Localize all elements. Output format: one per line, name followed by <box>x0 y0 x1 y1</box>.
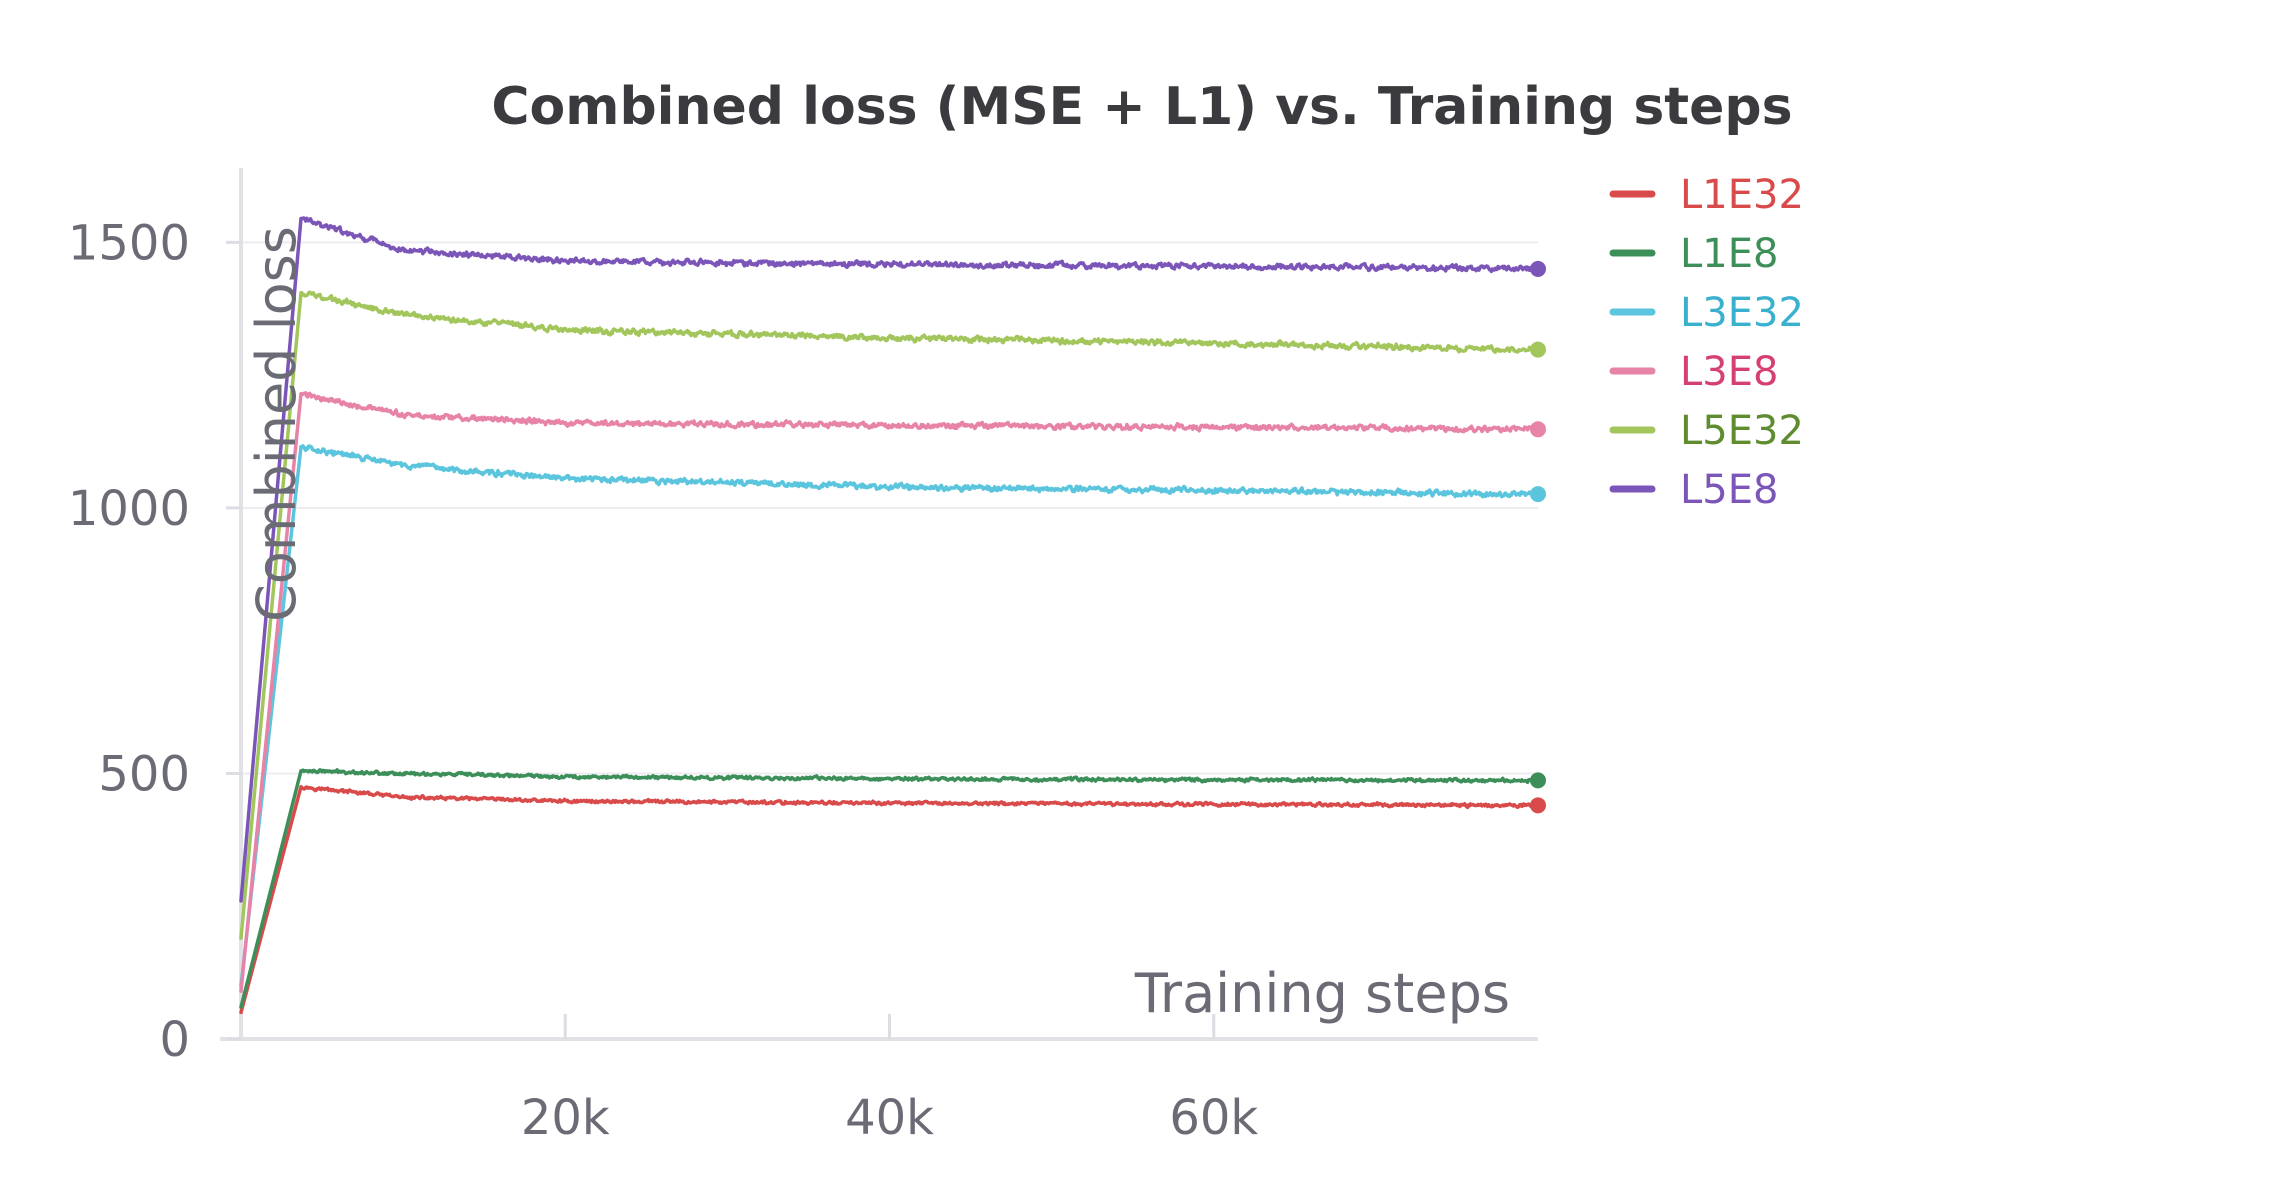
series-line-l5e32 <box>239 290 1540 940</box>
grid-lines <box>241 241 1538 775</box>
series-end-point-l5e8 <box>1530 260 1546 277</box>
y-tick-label-3: 1500 <box>68 215 190 271</box>
legend-label-l3e32: L3E32 <box>1680 290 1804 336</box>
series-end-point-l5e32 <box>1530 341 1546 358</box>
legend-label-l3e8: L3E8 <box>1680 349 1778 395</box>
axes <box>220 168 1538 1041</box>
series-end-point-l3e32 <box>1530 486 1546 503</box>
series-line-l1e8 <box>239 768 1540 1009</box>
x-tick-label-2: 60k <box>1169 1090 1258 1146</box>
y-axis-label: Combined loss <box>245 226 308 622</box>
series-end-point-l1e8 <box>1530 772 1546 789</box>
y-tick-label-0: 0 <box>159 1012 190 1068</box>
legend-label-l1e8: L1E8 <box>1680 231 1778 277</box>
chart-title: Combined loss (MSE + L1) vs. Training st… <box>491 77 1792 137</box>
legend-label-l5e32: L5E32 <box>1680 408 1804 454</box>
y-tick-label-2: 1000 <box>68 481 190 537</box>
series-line-l1e32 <box>239 784 1540 1015</box>
x-tick-label-1: 40k <box>845 1090 934 1146</box>
legend: L1E32 L1E8 L3E32 L3E8 L5E32 L5E8 <box>1609 172 1804 513</box>
x-axis-ticks: 20k 40k 60k <box>521 1014 1258 1146</box>
x-tick-label-0: 20k <box>521 1090 610 1146</box>
legend-label-l1e32: L1E32 <box>1680 172 1804 218</box>
y-axis-ticks: 0 500 1000 1500 <box>68 215 241 1068</box>
series-end-point-l1e32 <box>1530 797 1546 814</box>
series-line-l3e32 <box>239 444 1540 988</box>
legend-label-l5e8: L5E8 <box>1680 467 1778 513</box>
y-tick-label-1: 500 <box>98 746 190 802</box>
x-axis-label: Training steps <box>1134 962 1510 1025</box>
series-line-l3e8 <box>239 391 1540 993</box>
series-end-point-l3e8 <box>1530 421 1546 438</box>
series-line-l5e8 <box>239 216 1540 903</box>
series-lines <box>239 216 1546 1015</box>
